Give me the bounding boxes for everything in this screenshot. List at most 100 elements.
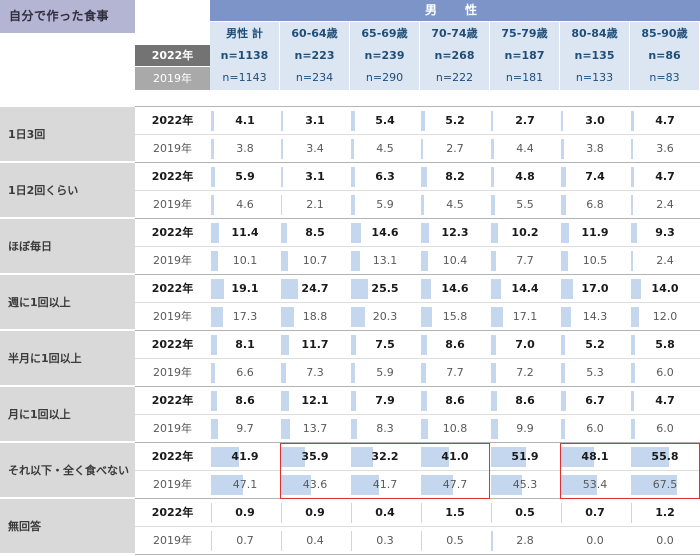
value-text: 13.1 (372, 254, 398, 267)
value-text: 7.0 (515, 338, 535, 351)
data-cell: 5.3 (560, 359, 630, 387)
value-bar (421, 363, 427, 383)
value-text: 4.8 (515, 170, 535, 183)
value-bar (561, 279, 573, 299)
value-text: 5.3 (586, 366, 604, 379)
value-text: 10.4 (442, 254, 468, 267)
row-category: 1日3回 (0, 107, 135, 163)
value-bar (281, 195, 283, 215)
value-bar (211, 391, 217, 411)
data-cell: 0.9 (210, 499, 280, 527)
data-cell: 45.3 (490, 471, 560, 499)
value-text: 12.0 (652, 310, 678, 323)
value-text: 6.0 (656, 366, 674, 379)
value-text: 10.8 (442, 422, 468, 435)
data-cell: 12.0 (630, 303, 700, 331)
value-text: 35.9 (301, 450, 329, 463)
data-cell: 5.8 (630, 331, 700, 359)
data-cell: 32.2 (350, 443, 420, 471)
value-text: 6.0 (586, 422, 604, 435)
data-cell: 41.0 (420, 443, 490, 471)
value-text: 6.7 (585, 394, 605, 407)
data-cell: 10.1 (210, 247, 280, 275)
value-bar (631, 167, 635, 187)
value-text: 24.7 (301, 282, 329, 295)
n-count-2022: n=86 (630, 45, 699, 67)
row-year-2022-label: 2022年 (135, 219, 210, 247)
value-bar (491, 167, 495, 187)
value-bar (281, 335, 289, 355)
row-year-2019-label: 2019年 (135, 247, 210, 275)
row-year-2019-label: 2019年 (135, 303, 210, 331)
value-bar (631, 419, 636, 439)
value-text: 5.9 (376, 198, 394, 211)
value-text: 4.5 (446, 198, 464, 211)
value-bar (211, 111, 214, 131)
value-text: 8.3 (376, 422, 394, 435)
value-text: 1.2 (655, 506, 675, 519)
value-bar (491, 335, 496, 355)
data-cell: 9.3 (630, 219, 700, 247)
value-text: 2.7 (446, 142, 464, 155)
data-cell: 4.5 (420, 191, 490, 219)
value-bar (491, 363, 496, 383)
value-text: 0.9 (235, 506, 255, 519)
value-text: 10.1 (232, 254, 258, 267)
value-bar (281, 447, 306, 467)
value-bar (211, 419, 218, 439)
data-cell: 53.4 (560, 471, 630, 499)
value-bar (351, 223, 361, 243)
data-cell: 41.7 (350, 471, 420, 499)
data-cell: 2.4 (630, 247, 700, 275)
value-bar (351, 111, 355, 131)
n-count-2019: n=83 (630, 67, 699, 90)
data-cell: 10.5 (560, 247, 630, 275)
value-text: 47.7 (442, 478, 468, 491)
data-cell: 5.2 (560, 331, 630, 359)
value-bar (211, 475, 244, 495)
data-cell: 6.3 (350, 163, 420, 191)
data-cell: 8.3 (350, 415, 420, 443)
value-bar (281, 279, 298, 299)
n-count-2022: n=135 (560, 45, 629, 67)
row-year-2019-label: 2019年 (135, 359, 210, 387)
row-year-2019-label: 2019年 (135, 527, 210, 555)
column-header: 75-79歳 (490, 22, 559, 45)
value-bar (561, 335, 565, 355)
value-bar (631, 363, 636, 383)
data-cell: 7.4 (560, 163, 630, 191)
value-text: 6.3 (375, 170, 395, 183)
value-bar (491, 251, 497, 271)
value-bar (211, 251, 218, 271)
value-text: 3.4 (306, 142, 324, 155)
data-cell: 7.7 (490, 247, 560, 275)
row-category: それ以下・全く食べない (0, 443, 135, 499)
data-cell: 12.3 (420, 219, 490, 247)
n-count-2022: n=223 (280, 45, 349, 67)
n-count-2022: n=187 (490, 45, 559, 67)
row-year-2022-label: 2022年 (135, 443, 210, 471)
value-bar (491, 475, 522, 495)
value-bar (631, 335, 635, 355)
value-bar (561, 363, 565, 383)
value-bar (491, 195, 495, 215)
row-year-2019-label: 2019年 (135, 135, 210, 163)
data-cell: 12.1 (280, 387, 350, 415)
data-cell: 7.7 (420, 359, 490, 387)
value-bar (351, 363, 355, 383)
value-text: 7.7 (516, 254, 534, 267)
value-text: 0.4 (306, 534, 324, 547)
value-text: 7.9 (375, 394, 395, 407)
value-bar (211, 223, 219, 243)
row-category: ほぼ毎日 (0, 219, 135, 275)
row-year-2022-label: 2022年 (135, 163, 210, 191)
value-bar (561, 195, 566, 215)
header-year-2022: 2022年 (135, 45, 210, 67)
page-title: 自分で作った食事 (0, 0, 135, 33)
value-text: 11.9 (581, 226, 609, 239)
data-cell: 5.4 (350, 107, 420, 135)
n-count-2019: n=133 (560, 67, 629, 90)
data-cell: 0.4 (350, 499, 420, 527)
n-count-2019: n=290 (350, 67, 419, 90)
data-cell: 6.7 (560, 387, 630, 415)
